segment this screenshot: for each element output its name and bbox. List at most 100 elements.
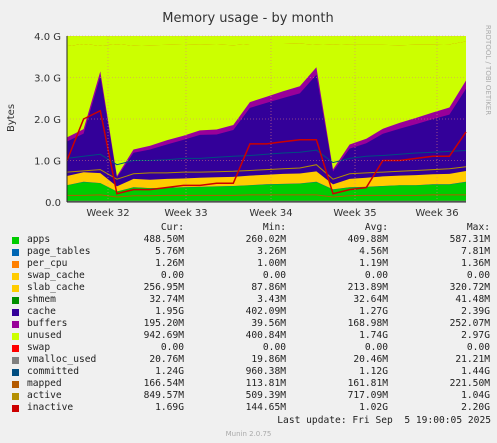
chart: Memory usage - by month Bytes RRDTOOL / … — [6, 11, 492, 219]
y-tick-label: 1.0 G — [34, 157, 61, 168]
legend-value-avg: 1.12G — [359, 366, 388, 377]
y-axis: 0.0 1.0 G 2.0 G 3.0 G 4.0 G — [34, 32, 61, 209]
legend-swatch — [12, 261, 19, 268]
legend-value-min: 3.43M — [257, 294, 286, 305]
line-active — [66, 164, 467, 180]
legend-row-apps: apps 488.50M 260.02M 409.88M 587.31M — [12, 234, 490, 246]
legend-row-per-cpu: per_cpu 1.26M 1.00M 1.19M 1.36M — [12, 258, 490, 270]
legend-swatch — [12, 357, 19, 364]
legend-series-name: mapped — [27, 378, 62, 389]
legend-series-name: unused — [27, 330, 62, 341]
legend-value-max: 1.44G — [461, 366, 490, 377]
legend-value-min: 0.00 — [262, 270, 286, 281]
legend-row-buffers: buffers 195.20M 39.56M 168.98M 252.07M — [12, 318, 490, 330]
legend-series-name: active — [27, 390, 62, 401]
legend-row-committed: committed 1.24G 960.38M 1.12G 1.44G — [12, 366, 490, 378]
legend-value-avg: 0.00 — [364, 270, 388, 281]
legend-series-name: shmem — [27, 294, 56, 305]
legend-value-avg: 717.09M — [347, 390, 388, 401]
header-min: Min: — [262, 222, 286, 233]
legend-value-cur: 1.24G — [155, 366, 184, 377]
line-inactive — [66, 109, 467, 195]
legend-value-cur: 256.95M — [143, 282, 184, 293]
legend-swatch — [12, 237, 19, 244]
y-tick-label: 2.0 G — [34, 115, 61, 126]
legend-series-name: cache — [27, 306, 56, 317]
header-cur: Cur: — [160, 222, 184, 233]
legend-row-active: active 849.57M 509.39M 717.09M 1.04G — [12, 390, 490, 402]
legend-row-page-tables: page_tables 5.76M 3.26M 4.56M 7.81M — [12, 246, 490, 258]
area-apps — [67, 182, 466, 202]
legend-swatch — [12, 309, 19, 316]
y-tick-label: 4.0 G — [34, 32, 61, 43]
legend-value-avg: 168.98M — [347, 318, 388, 329]
legend-row-swap-cache: swap_cache 0.00 0.00 0.00 0.00 — [12, 270, 490, 282]
legend-swatch — [12, 381, 19, 388]
legend-value-max: 0.00 — [466, 342, 490, 353]
legend-value-min: 260.02M — [245, 234, 286, 245]
legend-value-avg: 1.02G — [359, 402, 388, 413]
legend-row-cache: cache 1.95G 402.09M 1.27G 2.39G — [12, 306, 490, 318]
legend-value-avg: 1.19M — [359, 258, 388, 269]
legend-value-min: 87.86M — [251, 282, 286, 293]
legend-value-avg: 1.27G — [359, 306, 388, 317]
legend-value-cur: 0.00 — [160, 270, 184, 281]
legend-value-avg: 32.64M — [353, 294, 388, 305]
legend-value-cur: 195.20M — [143, 318, 184, 329]
line-mapped — [67, 194, 466, 198]
last-update: Last update: Fri Sep 5 19:00:05 2025 — [277, 415, 491, 426]
legend-value-avg: 0.00 — [364, 342, 388, 353]
legend-value-cur: 20.76M — [149, 354, 184, 365]
legend-value-avg: 4.56M — [359, 246, 388, 257]
legend-value-max: 252.07M — [449, 318, 490, 329]
legend-series-name: swap_cache — [27, 270, 85, 281]
legend-value-max: 2.97G — [461, 330, 490, 341]
stacked-areas — [67, 41, 466, 202]
legend-value-max: 7.81M — [461, 246, 490, 257]
legend-series-name: committed — [27, 366, 79, 377]
legend-value-avg: 20.46M — [353, 354, 388, 365]
legend-value-cur: 1.95G — [155, 306, 184, 317]
legend-series-name: swap — [27, 342, 51, 353]
header-max: Max: — [466, 222, 490, 233]
chart-title: Memory usage - by month — [162, 11, 333, 26]
legend-value-max: 1.04G — [461, 390, 490, 401]
legend-value-max: 21.21M — [455, 354, 490, 365]
legend-swatch — [12, 345, 19, 352]
legend-value-cur: 0.00 — [160, 342, 184, 353]
legend-swatch — [12, 393, 19, 400]
x-axis: Week 32 Week 33 Week 34 Week 35 Week 36 — [86, 208, 458, 219]
legend-value-cur: 166.54M — [143, 378, 184, 389]
legend-value-min: 19.86M — [251, 354, 286, 365]
legend-swatch — [12, 369, 19, 376]
legend-value-min: 509.39M — [245, 390, 286, 401]
legend-row-mapped: mapped 166.54M 113.81M 161.81M 221.50M — [12, 378, 490, 390]
legend-value-cur: 1.26M — [155, 258, 184, 269]
x-tick-label: Week 33 — [164, 208, 207, 219]
x-tick-label: Week 36 — [415, 208, 458, 219]
legend-value-min: 144.65M — [245, 402, 286, 413]
legend-row-unused: unused 942.69M 400.84M 1.74G 2.97G — [12, 330, 490, 342]
legend-row-vmalloc-used: vmalloc_used 20.76M 19.86M 20.46M 21.21M — [12, 354, 490, 366]
legend-series-name: page_tables — [27, 246, 91, 257]
legend-value-max: 41.48M — [455, 294, 490, 305]
legend-series-name: vmalloc_used — [27, 354, 97, 365]
legend-value-min: 0.00 — [262, 342, 286, 353]
grid — [66, 35, 466, 203]
rrdtool-credit: RRDTOOL / TOBI OETIKER — [484, 25, 492, 115]
legend-value-max: 320.72M — [449, 282, 490, 293]
legend-row-swap: swap 0.00 0.00 0.00 0.00 — [12, 342, 490, 354]
legend-value-cur: 942.69M — [143, 330, 184, 341]
legend-row-inactive: inactive 1.69G 144.65M 1.02G 2.20G — [12, 402, 490, 414]
legend-swatch — [12, 333, 19, 340]
legend-value-avg: 1.74G — [359, 330, 388, 341]
legend-value-cur: 1.69G — [155, 402, 184, 413]
x-tick-label: Week 35 — [333, 208, 376, 219]
legend-series-name: buffers — [27, 318, 68, 329]
munin-version: Munin 2.0.75 — [225, 430, 272, 438]
legend-value-min: 3.26M — [257, 246, 286, 257]
legend-value-max: 0.00 — [466, 270, 490, 281]
x-tick-label: Week 32 — [86, 208, 129, 219]
legend-value-min: 1.00M — [257, 258, 286, 269]
y-tick-label: 3.0 G — [34, 74, 61, 85]
